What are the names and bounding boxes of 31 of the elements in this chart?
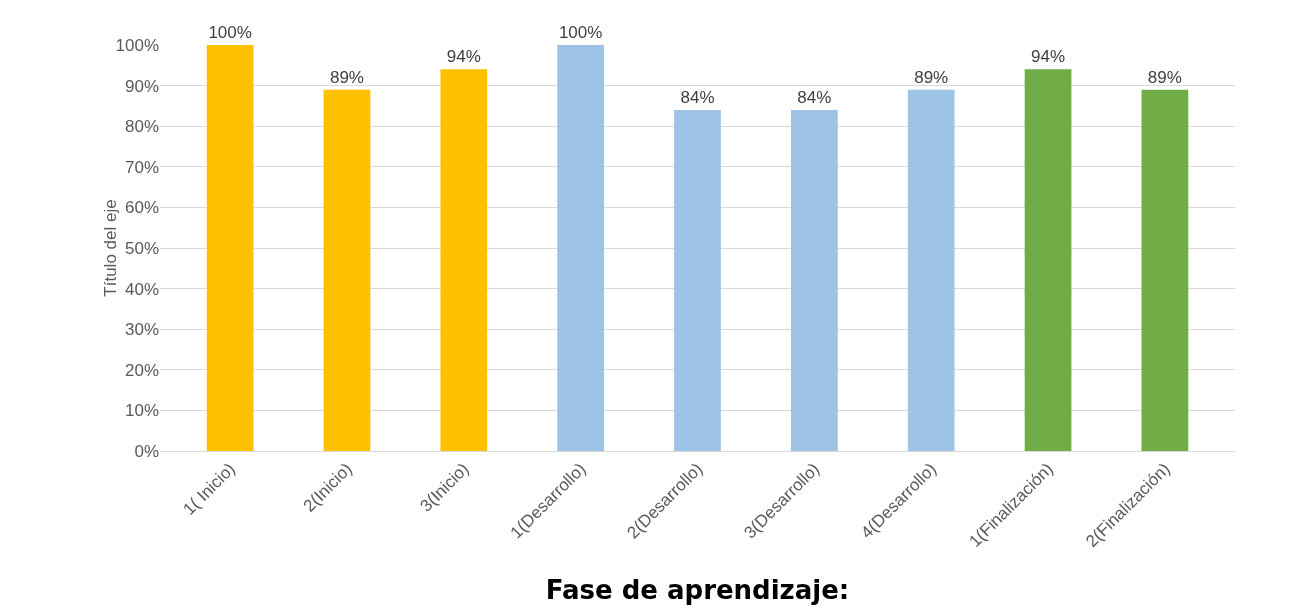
y-tick-label: 10% — [124, 401, 159, 421]
data-label: 84% — [680, 87, 715, 107]
y-tick-label: 70% — [124, 157, 159, 177]
y-tick-label: 50% — [124, 238, 159, 258]
bar — [206, 45, 254, 451]
bar — [907, 89, 955, 451]
bar — [1141, 89, 1189, 451]
bar — [674, 109, 721, 451]
data-label: 100% — [208, 23, 252, 42]
bar — [323, 89, 371, 451]
data-label: 94% — [1031, 47, 1066, 67]
bar — [557, 45, 605, 451]
y-tick-label: 90% — [124, 76, 159, 96]
y-tick-label: 100% — [115, 35, 159, 55]
bar — [440, 69, 488, 451]
y-axis-title: Título del eje — [101, 199, 120, 297]
data-label: 94% — [446, 47, 481, 67]
data-label: 89% — [329, 67, 364, 87]
y-tick-label: 60% — [124, 198, 159, 218]
x-axis-title: Fase de aprendizaje: — [545, 574, 850, 605]
y-tick-label: 80% — [124, 117, 159, 137]
y-tick-label: 30% — [124, 320, 159, 340]
data-label: 89% — [1147, 67, 1182, 87]
bar — [790, 109, 838, 451]
data-label: 100% — [558, 23, 603, 42]
data-label: 84% — [797, 87, 832, 107]
y-tick-label: 20% — [124, 360, 159, 380]
bar — [1024, 69, 1072, 451]
y-tick-label: 0% — [134, 441, 159, 461]
data-label: 89% — [914, 67, 949, 87]
y-tick-label: 40% — [124, 279, 159, 299]
